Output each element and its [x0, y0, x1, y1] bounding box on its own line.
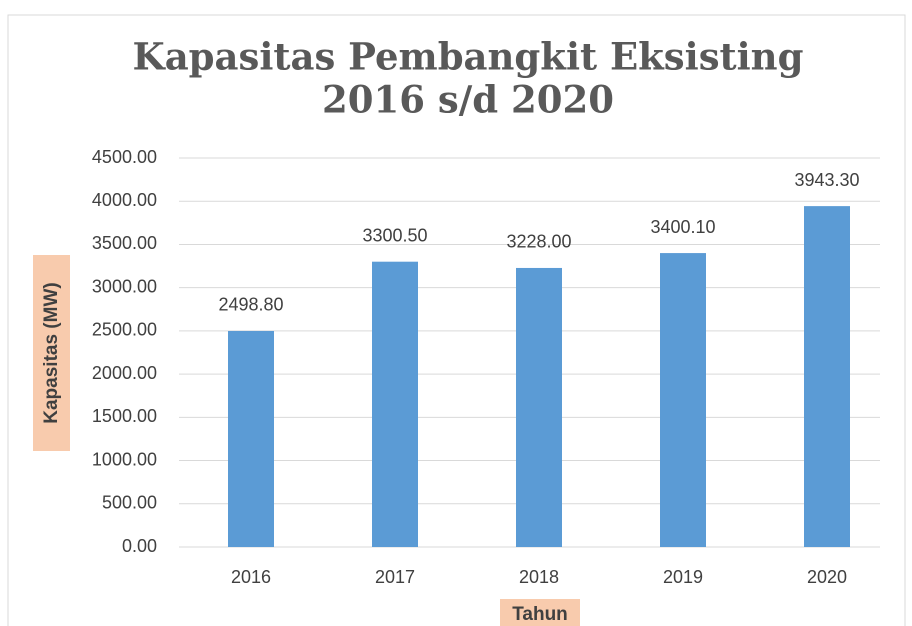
x-tick-label: 2016 [231, 567, 271, 587]
y-tick-label: 2500.00 [92, 320, 157, 340]
data-label: 2498.80 [218, 295, 283, 315]
y-label-box [33, 255, 70, 451]
y-tick-label: 1000.00 [92, 449, 157, 469]
x-axis-label: Tahun [512, 604, 568, 625]
data-label: 3300.50 [362, 225, 427, 245]
chart-border [7, 14, 906, 626]
x-tick-label: 2020 [807, 567, 847, 587]
y-tick-label: 500.00 [102, 493, 157, 513]
bar [660, 253, 706, 547]
x-label-box [500, 599, 580, 626]
data-label: 3228.00 [506, 232, 571, 252]
bar [228, 330, 274, 547]
y-tick-label: 4500.00 [92, 147, 157, 167]
y-tick-label: 0.00 [122, 536, 157, 556]
data-label: 3400.10 [650, 217, 715, 237]
y-tick-label: 3000.00 [92, 276, 157, 296]
bar [804, 206, 850, 547]
bar [372, 261, 418, 547]
y-tick-label: 2000.00 [92, 363, 157, 383]
y-axis-label: Kapasitas (MW) [41, 282, 62, 423]
y-tick-label: 4000.00 [92, 190, 157, 210]
x-tick-label: 2017 [375, 567, 415, 587]
x-tick-label: 2018 [519, 567, 559, 587]
y-tick-label: 3500.00 [92, 233, 157, 253]
y-tick-label: 1500.00 [92, 406, 157, 426]
x-tick-label: 2019 [663, 567, 703, 587]
chart-title: 2016 s/d 2020 [322, 78, 614, 122]
chart-title: Kapasitas Pembangkit Eksisting [133, 35, 804, 79]
bar [516, 267, 562, 547]
data-label: 3943.30 [794, 170, 859, 190]
